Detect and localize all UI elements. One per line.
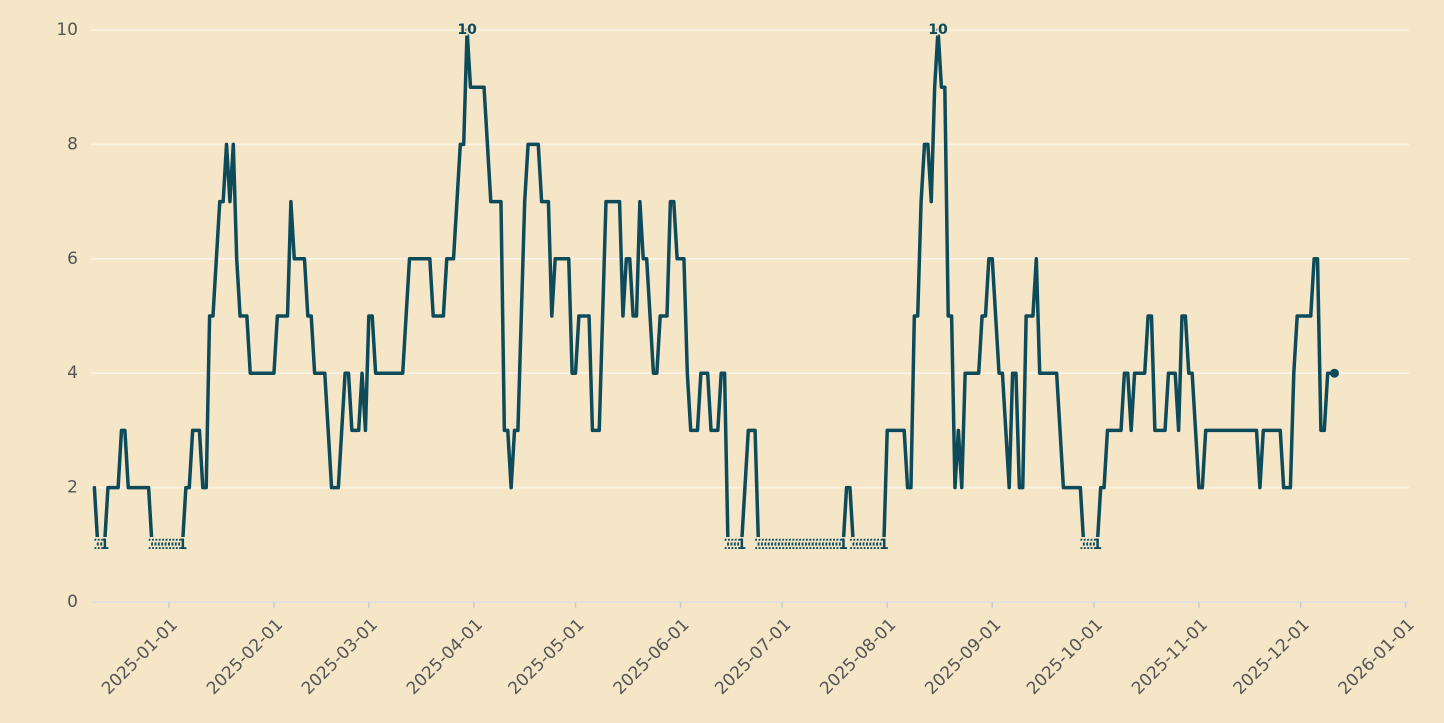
point-label: 1	[737, 537, 747, 553]
point-label: 1	[157, 537, 167, 553]
x-tick-label: 2025-02-01	[203, 615, 287, 699]
point-label: 1	[147, 537, 157, 553]
point-label: 10	[457, 22, 477, 38]
point-label: 1	[876, 537, 886, 553]
x-tick-label: 2025-09-01	[921, 615, 1005, 699]
point-label: 1	[1082, 537, 1092, 553]
point-label: 1	[723, 537, 733, 553]
point-label: 1	[771, 537, 781, 553]
x-tick-label: 2025-10-01	[1023, 615, 1107, 699]
point-label: 1	[832, 537, 842, 553]
point-label: 1	[93, 537, 103, 553]
point-label: 1	[171, 537, 181, 553]
point-label: 1	[1092, 537, 1102, 553]
point-label: 1	[869, 537, 879, 553]
point-label: 1	[764, 537, 774, 553]
point-label: 1	[1089, 537, 1099, 553]
point-label: 1	[174, 537, 184, 553]
point-label: 1	[167, 537, 177, 553]
line	[92, 28, 1337, 547]
point-label: 1	[757, 537, 767, 553]
point-label: 1	[96, 537, 106, 553]
x-tick-label: 2025-04-01	[403, 615, 487, 699]
point-label: 1	[804, 537, 814, 553]
point-label: 1	[855, 537, 865, 553]
point-label: 1	[865, 537, 875, 553]
x-tick-label: 2026-01-01	[1335, 615, 1419, 699]
point-label: 1	[777, 537, 787, 553]
x-tick-label: 2025-05-01	[505, 615, 589, 699]
point-label: 1	[178, 537, 188, 553]
point-label: 1	[161, 537, 171, 553]
point-label: 1	[835, 537, 845, 553]
point-label: 1	[726, 537, 736, 553]
point-label: 1	[852, 537, 862, 553]
point-label: 1	[1086, 537, 1096, 553]
point-label: 1	[825, 537, 835, 553]
point-label: 1	[164, 537, 174, 553]
point-label: 1	[811, 537, 821, 553]
point-label: 1	[154, 537, 164, 553]
point-label: 1	[821, 537, 831, 553]
point-label: 1	[730, 537, 740, 553]
point-label: 1	[848, 537, 858, 553]
point-label: 1	[774, 537, 784, 553]
point-label: 1	[760, 537, 770, 553]
y-tick-label: 4	[67, 363, 78, 383]
point-label: 1	[818, 537, 828, 553]
point-label: 1	[1079, 537, 1089, 553]
x-tick-label: 2025-12-01	[1230, 615, 1314, 699]
point-label: 1	[787, 537, 797, 553]
point-label: 1	[784, 537, 794, 553]
point-label: 1	[838, 537, 848, 553]
x-tick-label: 2025-01-01	[98, 615, 182, 699]
x-tick-label: 2025-03-01	[298, 615, 382, 699]
point-label: 1	[781, 537, 791, 553]
point-label: 1	[808, 537, 818, 553]
point-label: 1	[879, 537, 889, 553]
point-label: 1	[151, 537, 161, 553]
end-marker	[1329, 368, 1339, 378]
point-label: 1	[862, 537, 872, 553]
x-tick-label: 2025-07-01	[711, 615, 795, 699]
point-label: 10	[928, 22, 948, 38]
y-tick-label: 10	[56, 20, 78, 40]
y-tick-label: 6	[67, 249, 78, 269]
y-tick-label: 0	[67, 592, 78, 612]
point-label: 1	[767, 537, 777, 553]
point-label: 1	[100, 537, 110, 553]
x-tick-label: 2025-06-01	[610, 615, 694, 699]
y-tick-label: 2	[67, 478, 78, 498]
point-label: 1	[733, 537, 743, 553]
point-label: 1	[794, 537, 804, 553]
point-label: 1	[872, 537, 882, 553]
y-tick-label: 8	[67, 134, 78, 154]
point-label: 1	[859, 537, 869, 553]
point-label: 1	[754, 537, 764, 553]
point-label: 1	[791, 537, 801, 553]
point-label: 1	[828, 537, 838, 553]
x-tick-label: 2025-11-01	[1128, 615, 1212, 699]
point-label: 1	[798, 537, 808, 553]
point-label: 1	[801, 537, 811, 553]
point-label: 1	[815, 537, 825, 553]
x-tick-label: 2025-08-01	[816, 615, 900, 699]
